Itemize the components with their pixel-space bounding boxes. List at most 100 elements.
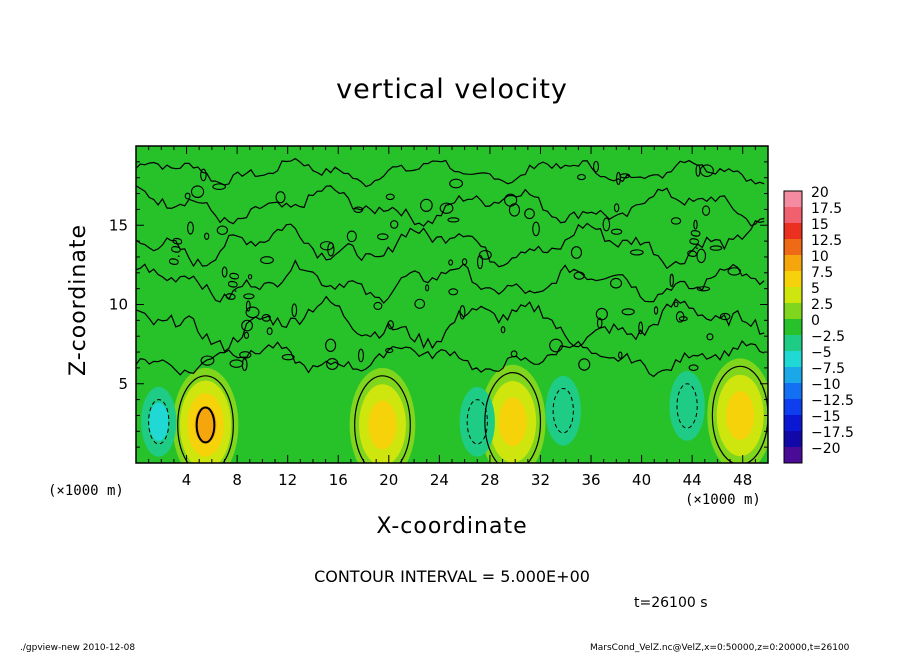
cell-contour: [281, 353, 295, 361]
cell-contour: [260, 256, 274, 265]
cell-contour: [325, 338, 337, 352]
cell-contour: [212, 183, 227, 190]
cell-contour: [414, 298, 426, 309]
zero-contour: [136, 259, 765, 304]
x-tick-label: 16: [329, 471, 348, 489]
updraft-contour: [354, 375, 411, 463]
colorbar-swatch: [784, 383, 802, 400]
colorbar-swatch: [784, 367, 802, 384]
cell-contour: [353, 206, 364, 213]
cell-contour: [510, 350, 518, 358]
updraft-shade: [368, 400, 397, 450]
cell-contour: [706, 333, 714, 341]
contour-label: 0.00: [167, 236, 187, 267]
cell-contour: [390, 220, 399, 229]
cell-contour: [673, 301, 679, 308]
cell-contour: [448, 288, 459, 296]
zero-contour: [136, 157, 765, 188]
zero-contour: [136, 220, 765, 270]
colorbar-label: −5: [811, 345, 832, 361]
colorbar-label: −20: [811, 441, 841, 457]
cell-contour: [670, 217, 682, 225]
cell-contour: [275, 191, 286, 204]
velocity-field: [141, 358, 768, 463]
footer-right: MarsCond_VelZ.nc@VelZ,x=0:50000,z=0:2000…: [590, 643, 850, 653]
colorbar-swatch: [784, 351, 802, 368]
cell-contour: [573, 271, 585, 280]
colorbar: 2017.51512.5107.552.50−2.5−5−7.5−10−12.5…: [783, 185, 854, 464]
cell-contour: [373, 301, 383, 310]
time-label: t=26100 s: [634, 595, 708, 611]
cell-contour: [385, 347, 394, 354]
cell-contour: [448, 259, 454, 266]
colorbar-label: 20: [811, 185, 829, 201]
cell-contour: [425, 284, 430, 292]
cell-contour: [461, 258, 468, 266]
cell-contour: [204, 232, 210, 240]
z-unit-label: (×1000 m): [48, 483, 124, 499]
colorbar-label: −15: [811, 409, 841, 425]
colorbar-swatch: [784, 447, 802, 464]
cell-contour: [577, 174, 586, 181]
cell-contour: [709, 245, 723, 251]
plot-area: 0.00 0.00 0.00: [135, 145, 769, 464]
cell-contour: [621, 308, 635, 316]
contour-label: 0.00: [224, 271, 244, 302]
updraft-shade: [194, 405, 217, 444]
cell-contour: [696, 248, 707, 264]
x-tick-label: 48: [733, 471, 752, 489]
cell-contour: [613, 203, 620, 213]
cell-contour: [439, 202, 454, 214]
cell-contour: [596, 317, 603, 329]
cell-contour: [261, 313, 271, 322]
colorbar-frame: [783, 190, 803, 464]
downdraft-contour: [552, 388, 574, 434]
updraft-contour: [484, 372, 542, 463]
cell-contour: [688, 364, 699, 371]
cell-contour: [593, 160, 600, 173]
x-tick-label: 40: [632, 471, 651, 489]
downdraft-contour: [148, 399, 170, 445]
cell-contour: [190, 185, 205, 199]
colorbar-swatch: [784, 287, 802, 304]
colorbar-swatch: [784, 239, 802, 256]
cell-contour: [638, 321, 644, 335]
cell-contour: [229, 359, 244, 368]
cell-contour: [200, 355, 215, 366]
colorbar-label: −2.5: [811, 329, 845, 345]
updraft-shade: [726, 390, 755, 440]
cell-contour: [719, 312, 731, 321]
cell-contour: [549, 338, 563, 353]
cell-contour: [420, 198, 433, 212]
y-tick-label: 5: [118, 375, 128, 393]
cell-contour: [239, 351, 252, 359]
colorbar-swatch: [784, 223, 802, 240]
cell-contour: [243, 293, 255, 300]
cell-contour: [385, 193, 395, 201]
cell-contour: [610, 228, 623, 235]
cell-contour: [243, 331, 250, 339]
colorbar-swatch: [784, 319, 802, 336]
updraft-contour: [177, 375, 234, 463]
x-tick-label: 36: [581, 471, 600, 489]
cell-contour: [629, 249, 644, 256]
cell-contour: [266, 327, 273, 336]
colorbar-label: 7.5: [811, 265, 833, 281]
cell-contour: [669, 273, 674, 288]
cell-contour: [609, 277, 623, 289]
footer-left: ./gpview-new 2010-12-08: [20, 643, 136, 653]
x-tick-label: 28: [480, 471, 499, 489]
colorbar-swatch: [784, 271, 802, 288]
colorbar-swatch: [784, 303, 802, 320]
colorbar-swatch: [784, 255, 802, 272]
downdraft-shade: [545, 375, 581, 446]
cell-contour: [675, 311, 685, 323]
downdraft-shade: [459, 386, 495, 457]
cell-contour: [615, 171, 621, 186]
downdraft-shade: [149, 402, 169, 441]
cell-contour: [699, 164, 714, 177]
cell-contour: [449, 178, 464, 189]
updraft-contour: [711, 365, 768, 463]
